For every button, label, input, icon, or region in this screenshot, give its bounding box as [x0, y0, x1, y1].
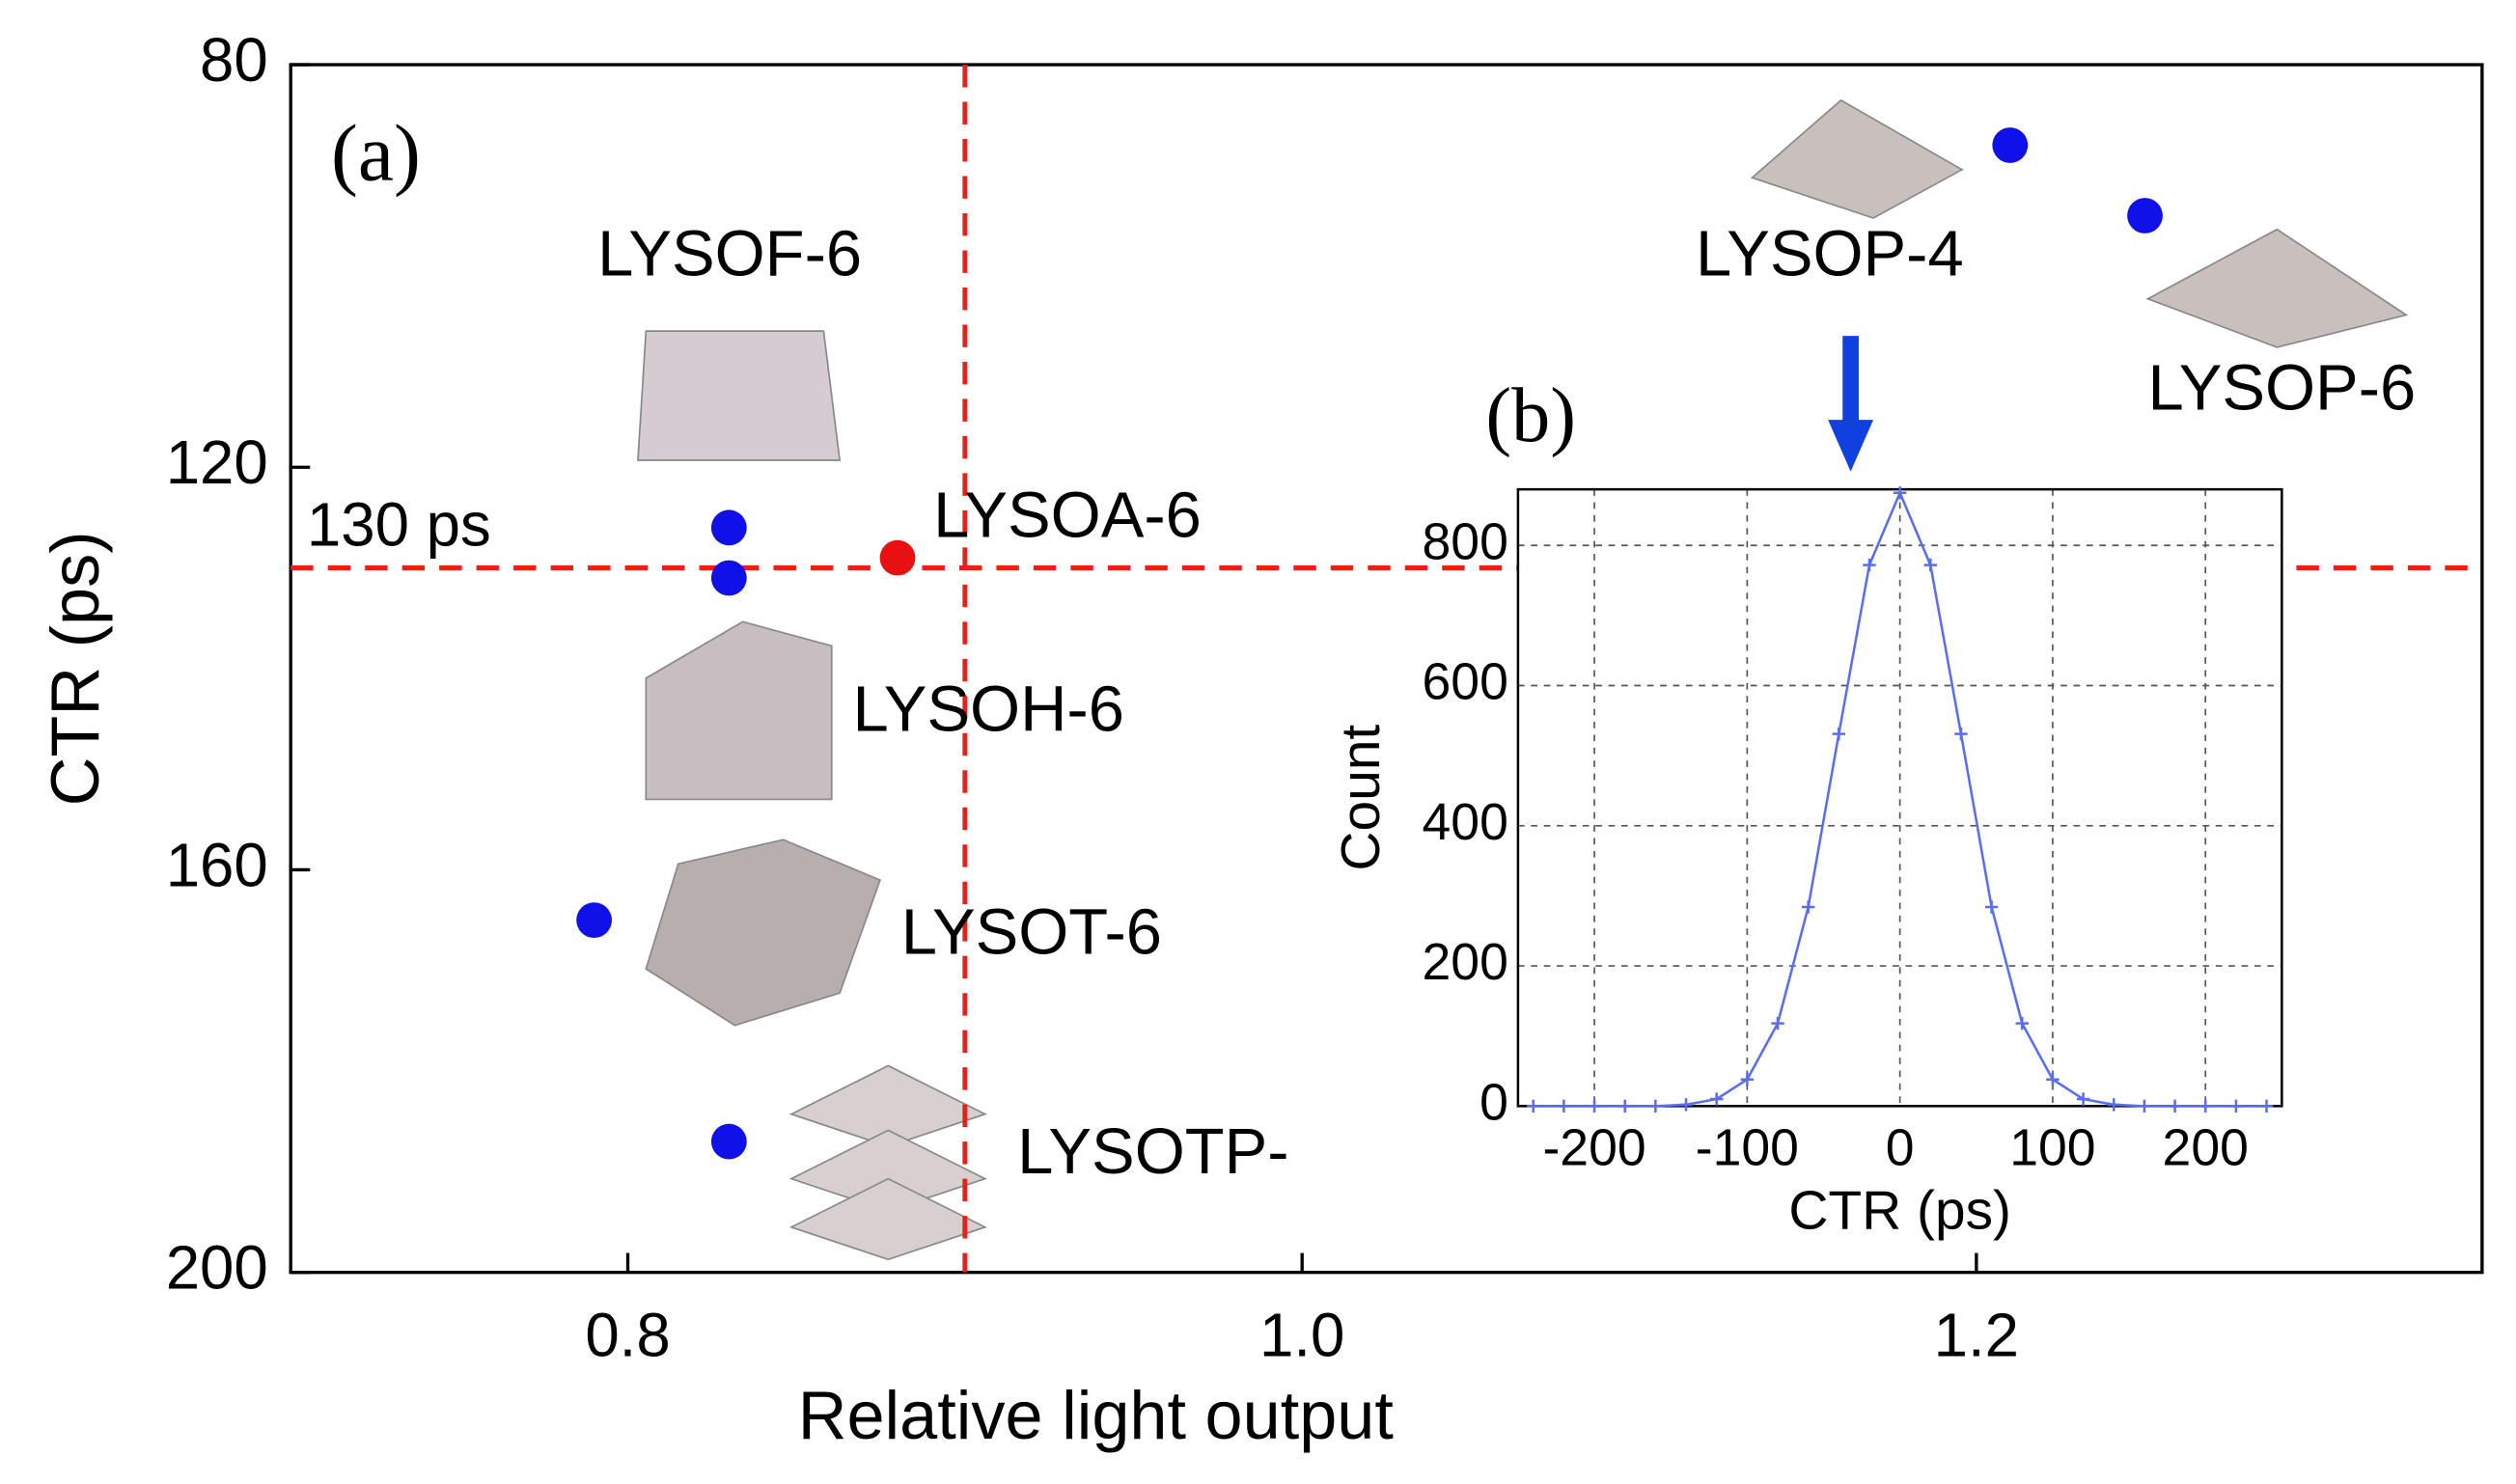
- marker: [2198, 1099, 2212, 1113]
- marker: [1832, 727, 1846, 741]
- point: [1992, 127, 2029, 163]
- marker: [1618, 1099, 1632, 1113]
- point-label: LYSOTP-: [1017, 1115, 1288, 1188]
- y-tick-label: 120: [166, 428, 268, 497]
- marker: [2138, 1099, 2151, 1113]
- y-tick-label: 200: [1423, 934, 1508, 991]
- marker: [1771, 1016, 1784, 1031]
- marker: [1648, 1099, 1663, 1113]
- y-tick-label: 160: [166, 831, 268, 899]
- point-label: LYSOP-6: [2147, 351, 2416, 424]
- y-tick-label: 0: [1479, 1074, 1508, 1131]
- plot-frame: [289, 63, 2484, 1275]
- x-tick-label: 0: [1886, 1119, 1915, 1176]
- marker: [1527, 1099, 1540, 1113]
- marker: [1801, 900, 1815, 914]
- point: [710, 509, 747, 546]
- point-label: LYSOP-4: [1696, 218, 1964, 290]
- marker: [2168, 1099, 2182, 1113]
- x-tick-label: 1.2: [1934, 1302, 2019, 1370]
- x-axis-label: CTR (ps): [1788, 1179, 2011, 1241]
- marker: [1863, 558, 1876, 572]
- marker: [1984, 900, 1999, 914]
- x-tick-label: 1.0: [1259, 1302, 1344, 1370]
- point: [2127, 198, 2163, 234]
- x-axis-label: Relative light output: [798, 1377, 1394, 1453]
- marker: [1709, 1092, 1724, 1106]
- panel-label: (a): [331, 109, 421, 199]
- reference-label: 130 ps: [307, 491, 491, 560]
- marker: [2076, 1092, 2090, 1106]
- marker: [1893, 486, 1907, 500]
- marker: [2015, 1016, 2029, 1031]
- y-tick-label: 80: [200, 26, 268, 95]
- x-tick-label: -200: [1542, 1119, 1645, 1176]
- panel-title: (b): [1485, 372, 1576, 458]
- point: [710, 560, 747, 596]
- marker: [2107, 1098, 2120, 1112]
- inset-bg: [1517, 489, 2282, 1107]
- y-tick-label: 800: [1423, 513, 1508, 570]
- y-axis-label: CTR (ps): [37, 531, 113, 806]
- arrow-head: [1828, 420, 1874, 472]
- point-label: LYSOT-6: [901, 895, 1162, 968]
- arrow-shaft: [1842, 336, 1859, 424]
- marker: [1679, 1098, 1693, 1112]
- marker: [2259, 1099, 2274, 1113]
- x-tick-label: -100: [1696, 1119, 1799, 1176]
- x-tick-label: 100: [2009, 1119, 2095, 1176]
- point-label: LYSOA-6: [933, 480, 1202, 552]
- marker: [1588, 1099, 1601, 1113]
- marker: [1557, 1099, 1571, 1113]
- point-label: LYSOH-6: [853, 673, 1124, 745]
- marker: [1954, 727, 1968, 741]
- y-tick-label: 200: [166, 1233, 268, 1302]
- y-tick-label: 600: [1423, 654, 1508, 711]
- point: [879, 539, 916, 576]
- x-tick-label: 200: [2163, 1119, 2249, 1176]
- y-tick-label: 400: [1423, 794, 1508, 851]
- marker: [2229, 1099, 2243, 1113]
- x-tick-label: 0.8: [585, 1302, 670, 1370]
- y-axis-label: Count: [1330, 725, 1392, 871]
- marker: [2046, 1073, 2060, 1086]
- point-label: LYSOF-6: [597, 218, 862, 290]
- marker: [1740, 1073, 1755, 1086]
- point: [576, 902, 613, 939]
- point: [710, 1123, 747, 1160]
- marker: [1923, 558, 1937, 572]
